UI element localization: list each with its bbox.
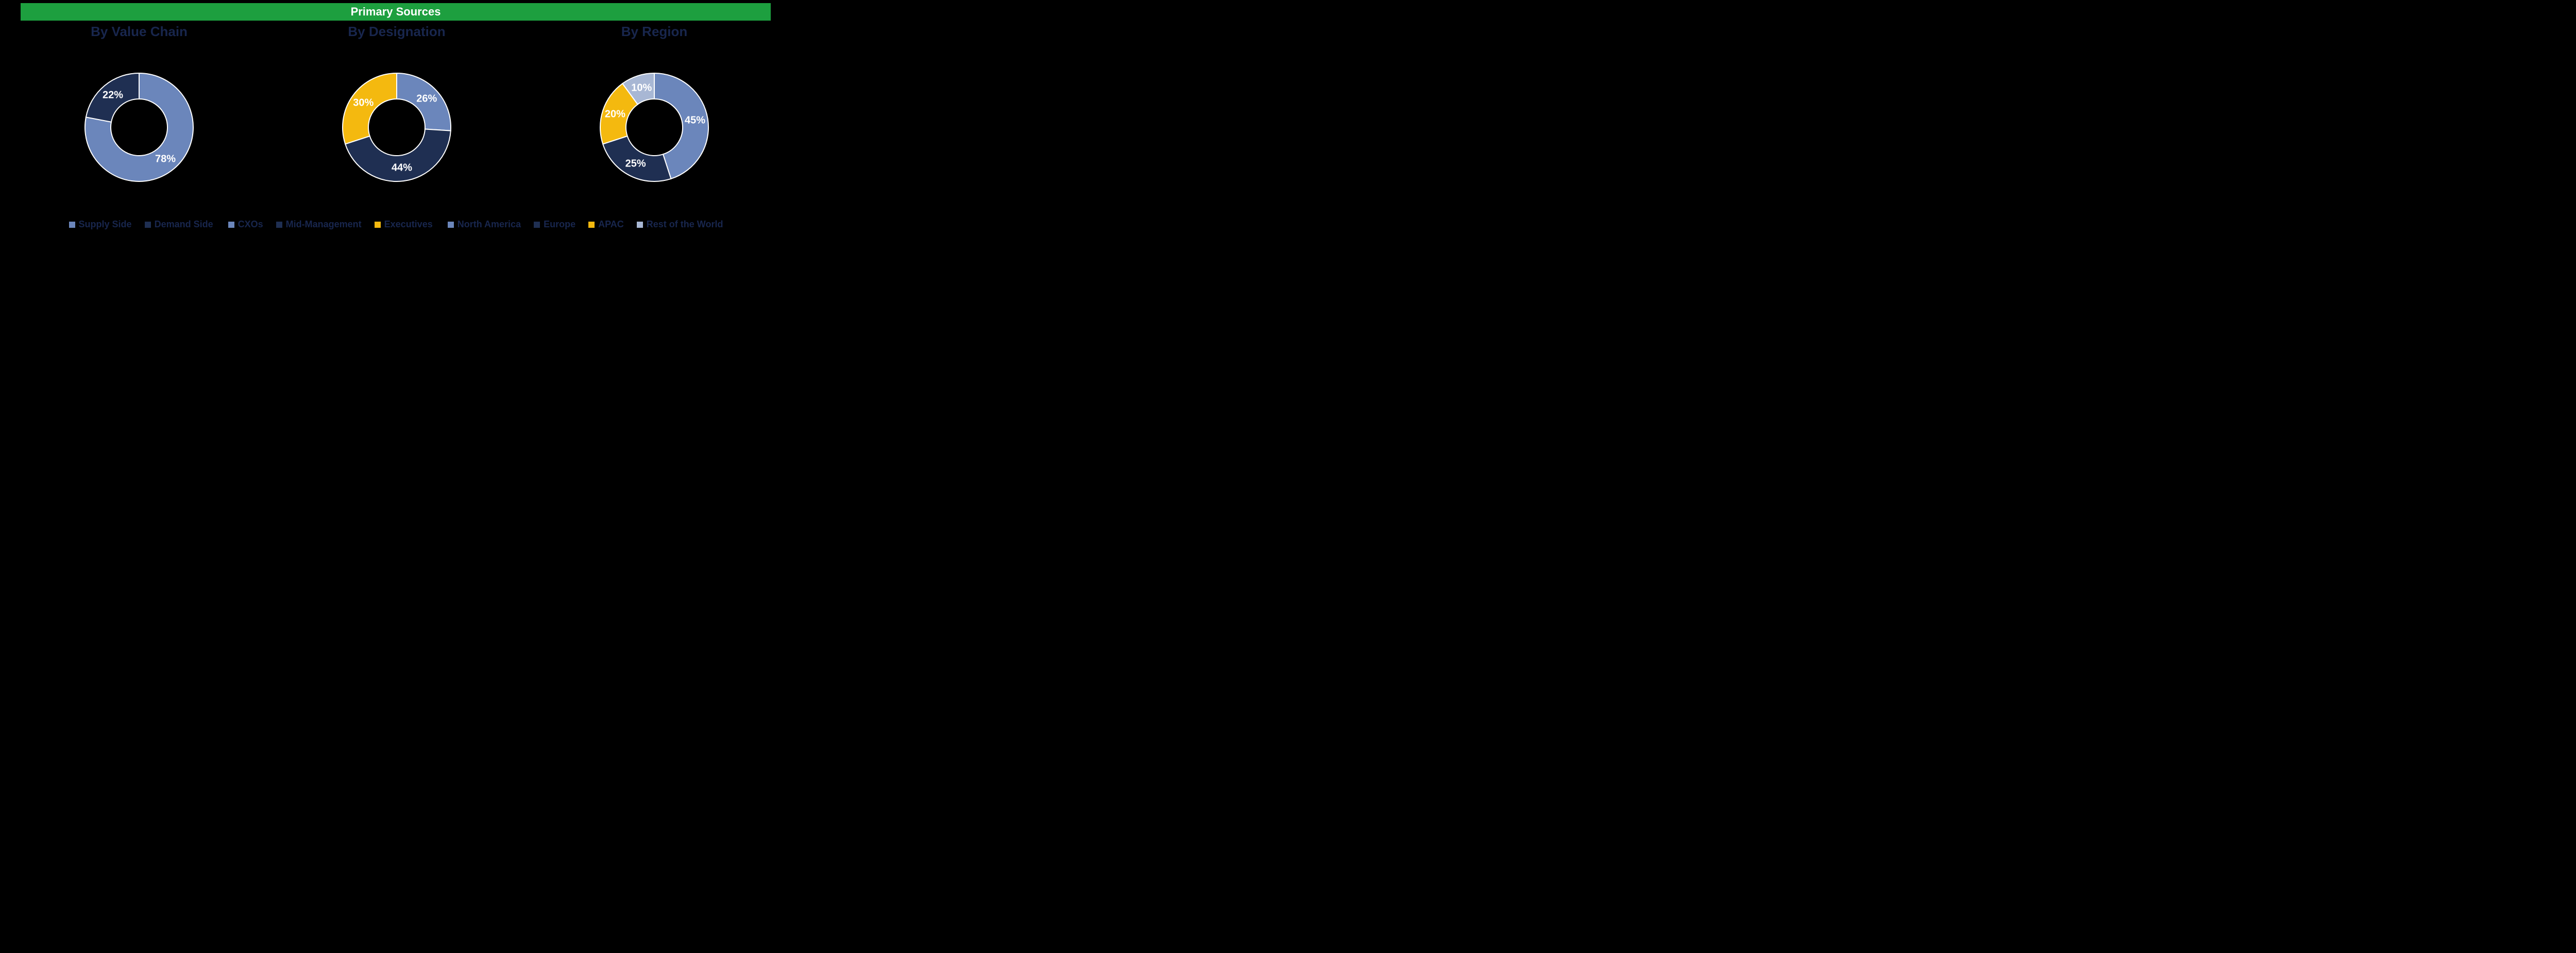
- legend-item: Executives: [374, 219, 433, 230]
- pct-label: 45%: [685, 115, 705, 127]
- legend-swatch: [276, 221, 283, 228]
- legend-label: Executives: [384, 219, 433, 230]
- header-bar: Primary Sources: [21, 3, 771, 21]
- chart-column-region: By Region 45% 25% 20% 10%: [526, 21, 783, 210]
- header-title: Primary Sources: [351, 5, 441, 18]
- chart-column-value-chain: By Value Chain 78% 22%: [10, 21, 268, 210]
- legend-swatch: [636, 221, 643, 228]
- legend-swatch: [447, 221, 454, 228]
- donut-chart-designation: 26% 44% 30%: [314, 45, 479, 210]
- pct-label: 26%: [416, 93, 437, 105]
- pct-label: 10%: [631, 82, 652, 94]
- legend-label: Supply Side: [79, 219, 132, 230]
- chart-title: By Designation: [268, 24, 526, 40]
- pct-label: 78%: [155, 153, 176, 165]
- chart-column-designation: By Designation 26% 44% 30%: [268, 21, 526, 210]
- legend-item: Supply Side: [69, 219, 132, 230]
- legend-item: North America: [447, 219, 521, 230]
- legend-item: Rest of the World: [636, 219, 723, 230]
- legend-label: CXOs: [238, 219, 263, 230]
- legend-swatch: [533, 221, 540, 228]
- legend-label: Europe: [544, 219, 575, 230]
- legend-label: Demand Side: [155, 219, 213, 230]
- legend-swatch: [144, 221, 151, 228]
- chart-title: By Region: [526, 24, 783, 40]
- legend-group-region: North America Europe APAC Rest of the World: [447, 219, 723, 230]
- donut-chart-value-chain: 78% 22%: [57, 45, 222, 210]
- pct-label: 44%: [392, 162, 412, 174]
- legend-label: APAC: [598, 219, 624, 230]
- legend-item: Europe: [533, 219, 575, 230]
- legend-row: Supply Side Demand Side CXOs Mid-Managemen…: [0, 219, 791, 230]
- legend-group-designation: CXOs Mid-Management Executives: [228, 219, 433, 230]
- legend-swatch: [374, 221, 381, 228]
- legend-swatch: [69, 221, 76, 228]
- legend-item: CXOs: [228, 219, 263, 230]
- infographic-root: Primary Sources By Value Chain 78% 22% By…: [0, 0, 791, 234]
- legend-label: Mid-Management: [286, 219, 362, 230]
- legend-swatch: [228, 221, 235, 228]
- chart-title: By Value Chain: [10, 24, 268, 40]
- legend-item: Mid-Management: [276, 219, 362, 230]
- legend-label: North America: [457, 219, 521, 230]
- legend-swatch: [588, 221, 595, 228]
- legend-label: Rest of the World: [647, 219, 723, 230]
- pct-label: 20%: [605, 109, 625, 121]
- donut-chart-region: 45% 25% 20% 10%: [572, 45, 737, 210]
- legend-item: APAC: [588, 219, 624, 230]
- pct-label: 30%: [353, 97, 374, 109]
- pct-label: 25%: [625, 158, 646, 170]
- legend-item: Demand Side: [144, 219, 213, 230]
- pct-label: 22%: [103, 90, 123, 102]
- legend-group-value-chain: Supply Side Demand Side: [69, 219, 213, 230]
